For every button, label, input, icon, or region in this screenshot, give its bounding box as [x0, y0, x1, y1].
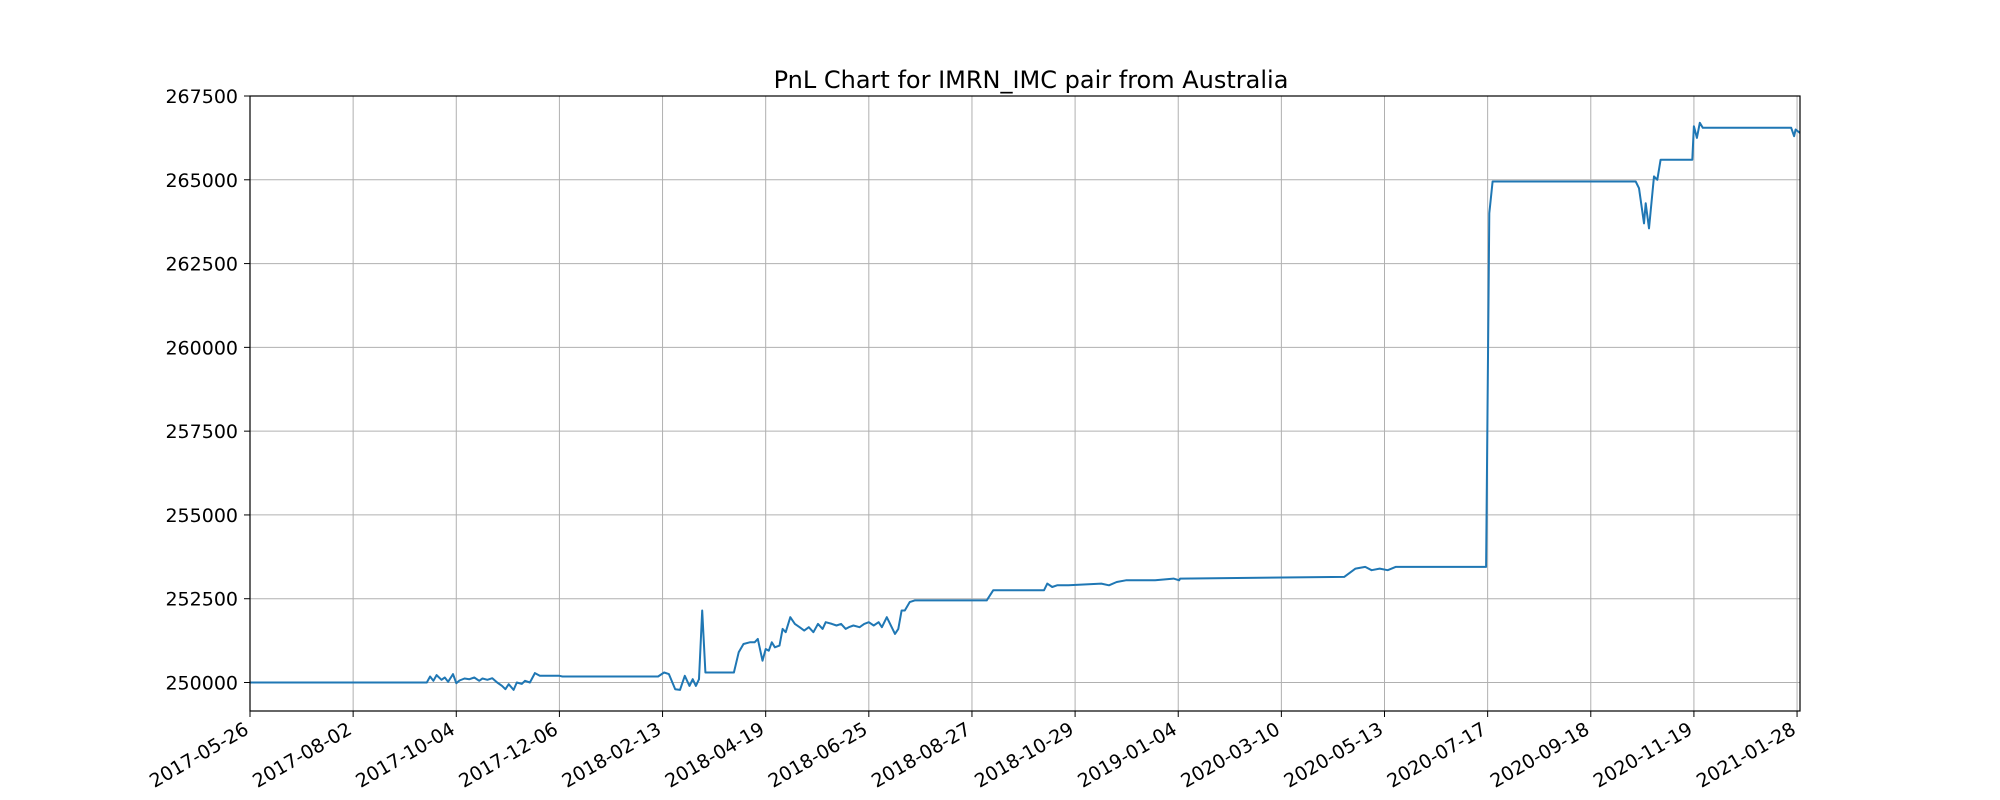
x-tick-label: 2017-08-02 — [249, 718, 356, 792]
x-tick-label: 2020-03-10 — [1177, 718, 1284, 792]
x-tick-label: 2017-10-04 — [352, 718, 459, 792]
y-tick-label: 267500 — [165, 86, 238, 108]
chart-title: PnL Chart for IMRN_IMC pair from Austral… — [774, 66, 1289, 94]
x-tick-label: 2020-11-19 — [1590, 718, 1697, 792]
x-tick-label: 2020-09-18 — [1487, 718, 1594, 792]
x-tick-label: 2018-02-13 — [558, 718, 665, 792]
y-tick-label: 262500 — [165, 254, 238, 276]
x-tick-label: 2017-12-06 — [455, 718, 562, 792]
x-tick-label: 2021-01-28 — [1693, 718, 1800, 792]
x-tick-label: 2017-05-26 — [146, 718, 253, 792]
x-tick-label: 2020-07-17 — [1384, 718, 1491, 792]
y-tick-label: 265000 — [165, 170, 238, 192]
gridlines — [249, 95, 1800, 711]
y-tick-label: 260000 — [165, 337, 238, 359]
x-tick-label: 2018-04-19 — [662, 718, 769, 792]
y-tick-label: 252500 — [165, 589, 238, 611]
x-tick-label: 2018-08-27 — [868, 718, 975, 792]
pnl-series-line — [250, 121, 1801, 691]
x-axis: 2017-05-262017-08-022017-10-042017-12-06… — [146, 711, 1800, 793]
x-tick-label: 2019-01-04 — [1074, 718, 1181, 792]
x-tick-label: 2018-06-25 — [765, 718, 872, 792]
y-tick-label: 250000 — [165, 673, 238, 695]
series-layer — [250, 121, 1801, 691]
x-tick-label: 2020-05-13 — [1280, 718, 1387, 792]
y-tick-label: 257500 — [165, 421, 238, 443]
y-axis: 250000 252500 255000 257500 260000 262500 2650… — [165, 86, 250, 695]
plot-frame — [249, 95, 1801, 712]
x-tick-label: 2018-10-29 — [971, 718, 1078, 792]
y-tick-label: 255000 — [165, 505, 238, 527]
